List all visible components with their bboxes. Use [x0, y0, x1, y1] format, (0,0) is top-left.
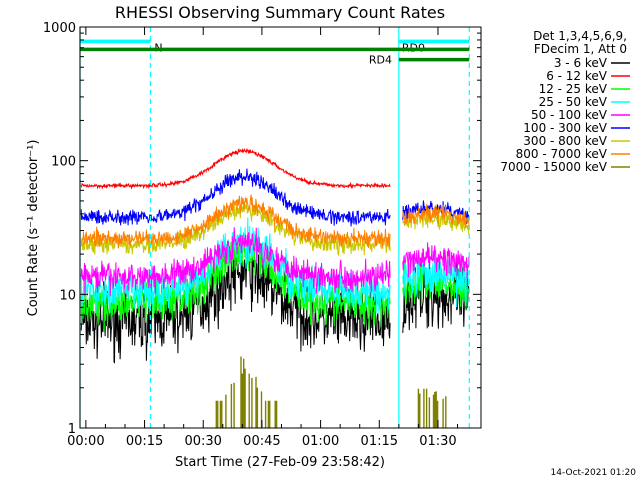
y-axis-label: Count Rate (s⁻¹ detector⁻¹) — [26, 140, 41, 317]
x-tick-label: 00:15 — [126, 434, 163, 449]
y-tick-label: 1 — [68, 422, 76, 437]
legend: Det 1,3,4,5,6,9,FDecim 1, Att 03 - 6 keV… — [500, 29, 630, 174]
plot-frame — [79, 26, 482, 429]
x-axis: 00:00 00:15 00:30 00:45 01:00 01:15 01:30 — [67, 27, 459, 449]
flag-label-rd4: RD4 — [369, 54, 392, 67]
x-tick-label: 01:00 — [302, 434, 339, 449]
legend-label: 300 - 800 keV — [523, 134, 607, 148]
legend-header-line: FDecim 1, Att 0 — [534, 42, 627, 56]
timestamp: 14-Oct-2021 01:20 — [551, 468, 637, 478]
legend-label: 25 - 50 keV — [539, 95, 608, 109]
legend-header-line: Det 1,3,4,5,6,9, — [533, 29, 627, 43]
y-tick-label: 10 — [59, 288, 76, 303]
legend-label: 7000 - 15000 keV — [500, 160, 607, 174]
x-tick-label: 00:45 — [243, 434, 280, 449]
legend-label: 6 - 12 keV — [546, 69, 608, 83]
legend-label: 100 - 300 keV — [523, 121, 607, 135]
x-tick-label: 00:00 — [67, 434, 104, 449]
legend-label: 800 - 7000 keV — [516, 147, 608, 161]
y-tick-label: 100 — [51, 155, 76, 170]
chart-title: RHESSI Observing Summary Count Rates — [115, 3, 445, 22]
traces-group — [80, 147, 470, 428]
y-tick-label: 1000 — [43, 21, 76, 36]
series-800-7000-kev-line — [80, 194, 470, 249]
series-6-12-kev-line — [80, 147, 391, 190]
legend-label: 12 - 25 keV — [539, 82, 608, 96]
x-tick-label: 01:30 — [419, 434, 456, 449]
legend-label: 3 - 6 keV — [554, 56, 608, 70]
series-50-100-kev-line — [80, 227, 470, 297]
series-7000-15000-kev-line — [215, 356, 447, 428]
x-tick-label: 01:15 — [361, 434, 398, 449]
x-axis-label: Start Time (27-Feb-09 23:58:42) — [175, 455, 385, 470]
legend-label: 50 - 100 keV — [531, 108, 608, 122]
x-tick-label: 00:30 — [184, 434, 221, 449]
y-axis: 1 10 100 1000 — [43, 21, 481, 437]
